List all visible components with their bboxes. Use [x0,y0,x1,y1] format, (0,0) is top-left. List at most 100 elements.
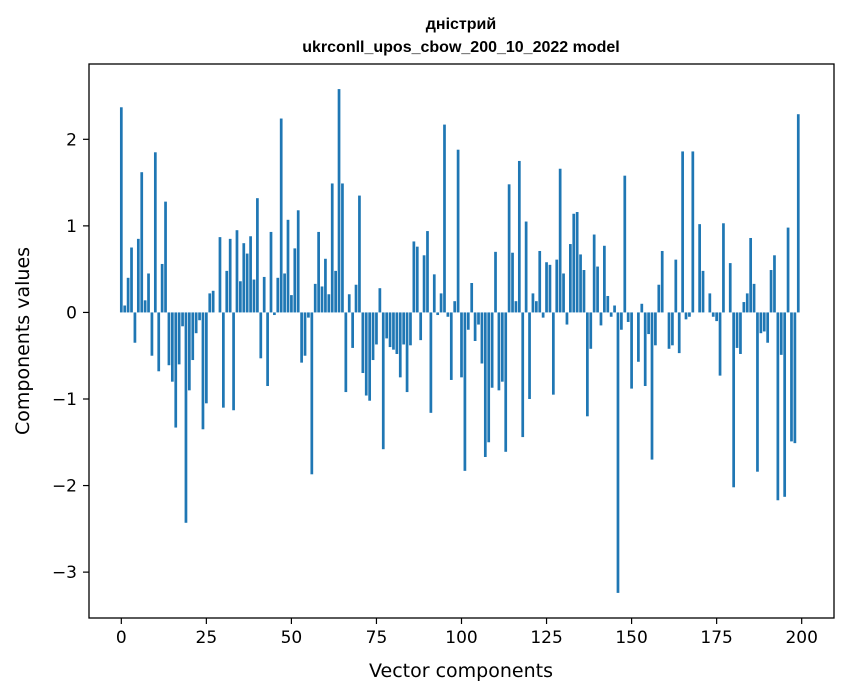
bar-24 [201,312,205,430]
bar-101 [463,312,467,471]
bar-129 [558,168,562,313]
bar-111 [497,312,501,391]
bar-53 [300,312,303,363]
x-tick-label: 50 [281,628,303,648]
bar-66 [344,312,348,393]
bar-136 [582,270,586,313]
bar-183 [742,302,746,313]
bar-99 [456,149,460,313]
bar-107 [483,312,487,457]
bar-87 [415,246,419,313]
bar-11 [157,312,161,372]
bar-96 [446,312,450,317]
bar-198 [793,312,797,444]
bar-110 [494,251,497,313]
x-axis-ticks: 0 25 50 75 100 125 150 175 200 [116,618,818,648]
bar-82 [398,312,402,378]
bar-125 [545,262,548,313]
bar-128 [555,259,559,313]
bar-114 [507,184,511,313]
bar-57 [313,283,317,313]
bar-68 [351,312,354,348]
bar-100 [460,312,463,378]
bar-59 [320,286,324,313]
bar-145 [613,305,616,313]
chart-title: дністрий [426,16,496,33]
bar-41 [259,312,263,359]
bar-158 [657,284,661,313]
bar-85 [409,312,412,346]
bar-54 [303,312,307,356]
x-tick-label: 175 [700,628,732,648]
bar-70 [358,195,361,313]
y-axis-label: Components values [12,247,34,435]
bar-64 [337,89,341,313]
bar-164 [677,312,681,354]
y-tick-label: 1 [66,217,77,237]
bar-152 [637,312,640,362]
bar-81 [395,312,399,354]
bar-13 [164,201,167,313]
bar-137 [586,312,589,417]
bar-3 [130,247,133,313]
bar-65 [341,183,344,313]
y-tick-label: −1 [52,390,77,410]
bar-113 [504,312,508,452]
bar-130 [562,273,565,313]
bar-40 [256,198,259,313]
bar-102 [466,312,470,330]
x-tick-label: 0 [116,628,127,648]
y-tick-label: −2 [52,477,77,497]
bar-148 [623,175,627,313]
bar-186 [752,283,756,313]
bar-34 [235,230,239,313]
bar-180 [732,312,736,488]
bar-51 [293,248,297,313]
bar-193 [776,312,780,501]
bar-61 [327,294,331,313]
bar-108 [487,312,491,443]
bar-83 [402,312,406,345]
bar-131 [565,312,569,325]
bar-141 [599,312,603,326]
x-tick-label: 200 [785,628,817,648]
bar-143 [606,295,610,313]
bar-173 [708,293,712,313]
bar-10 [153,152,157,313]
bar-181 [735,312,739,348]
bar-135 [579,254,582,313]
bar-5 [136,238,140,313]
x-tick-label: 25 [196,628,218,648]
bar-199 [796,114,800,313]
plot-frame [88,63,835,619]
y-tick-label: 2 [66,130,77,150]
bar-171 [701,270,705,313]
bar-109 [490,312,494,388]
bar-32 [228,238,232,313]
bar-122 [534,301,538,313]
bar-17 [177,312,181,365]
bar-74 [371,312,375,361]
bar-30 [222,312,225,408]
bar-25 [205,312,208,404]
bar-120 [528,312,531,399]
bar-157 [654,312,657,346]
bar-155 [647,312,650,335]
bar-93 [436,312,440,316]
bar-44 [269,231,273,313]
x-tick-label: 100 [445,628,477,648]
bar-140 [596,266,599,313]
bar-48 [283,273,286,313]
bar-89 [422,255,426,313]
bar-16 [174,312,178,428]
bar-146 [616,312,620,593]
bar-126 [548,264,552,313]
bar-187 [756,312,759,472]
bar-139 [592,234,596,313]
bar-94 [439,293,443,313]
bar-188 [759,312,763,334]
bar-147 [620,312,623,330]
bar-63 [334,270,337,313]
bar-127 [551,312,555,395]
